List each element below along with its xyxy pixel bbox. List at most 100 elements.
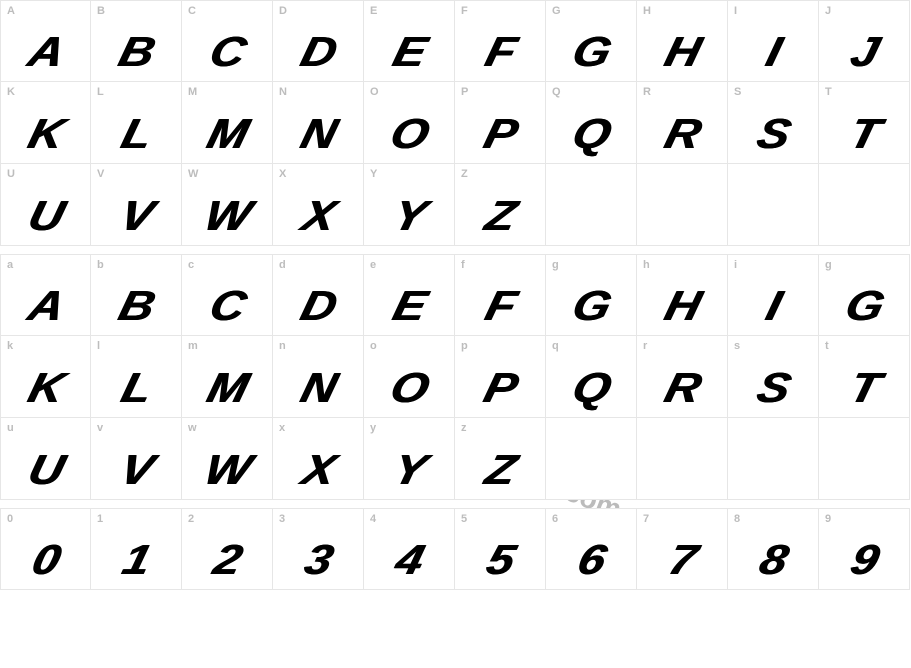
glyph-cell: aA bbox=[0, 254, 91, 336]
glyph-cell: kK bbox=[0, 336, 91, 418]
glyph-row-group: AABBCCDDEEFFGGHHIIJJKKLLMMNNOOPPQQRRSSTT… bbox=[0, 0, 911, 246]
glyph-cell: II bbox=[728, 0, 819, 82]
cell-glyph: V bbox=[91, 449, 182, 491]
cell-glyph: D bbox=[273, 285, 364, 327]
cell-glyph: J bbox=[819, 31, 910, 73]
cell-key-label: x bbox=[279, 422, 285, 434]
glyph-cell: sS bbox=[728, 336, 819, 418]
cell-key-label: Q bbox=[552, 86, 561, 98]
glyph-cell: DD bbox=[273, 0, 364, 82]
glyph-cell: VV bbox=[91, 164, 182, 246]
glyph-cell: 77 bbox=[637, 508, 728, 590]
cell-key-label: B bbox=[97, 5, 105, 17]
glyph-cell: UU bbox=[0, 164, 91, 246]
glyph-cell: 33 bbox=[273, 508, 364, 590]
cell-key-label: f bbox=[461, 259, 465, 271]
glyph-cell: 00 bbox=[0, 508, 91, 590]
cell-key-label: w bbox=[188, 422, 197, 434]
glyph-row: kKlLmMnNoOpPqQrRsStT bbox=[0, 336, 910, 418]
glyph-cell: yY bbox=[364, 418, 455, 500]
cell-glyph: C bbox=[182, 285, 273, 327]
cell-key-label: K bbox=[7, 86, 15, 98]
cell-key-label: 7 bbox=[643, 513, 649, 525]
cell-key-label: p bbox=[461, 340, 468, 352]
cell-key-label: 6 bbox=[552, 513, 558, 525]
cell-key-label: h bbox=[643, 259, 650, 271]
glyph-cell: OO bbox=[364, 82, 455, 164]
cell-glyph: Z bbox=[455, 195, 546, 237]
cell-glyph: K bbox=[0, 367, 91, 409]
font-character-map: from www.novelfonts.com from www.novelfo… bbox=[0, 0, 911, 590]
glyph-cell-empty bbox=[546, 418, 637, 500]
cell-key-label: 4 bbox=[370, 513, 376, 525]
cell-glyph: G bbox=[546, 285, 637, 327]
cell-glyph: X bbox=[273, 449, 364, 491]
glyph-cell: nN bbox=[273, 336, 364, 418]
glyph-row: AABBCCDDEEFFGGHHIIJJ bbox=[0, 0, 910, 82]
cell-key-label: t bbox=[825, 340, 829, 352]
cell-glyph: Q bbox=[546, 367, 637, 409]
glyph-row: uUvVwWxXyYzZ bbox=[0, 418, 910, 500]
glyph-cell: dD bbox=[273, 254, 364, 336]
cell-key-label: m bbox=[188, 340, 198, 352]
cell-glyph: 7 bbox=[637, 539, 728, 581]
glyph-cell: mM bbox=[182, 336, 273, 418]
cell-key-label: l bbox=[97, 340, 100, 352]
cell-glyph: G bbox=[819, 285, 910, 327]
cell-key-label: v bbox=[97, 422, 103, 434]
cell-key-label: J bbox=[825, 5, 831, 17]
cell-glyph: L bbox=[91, 113, 182, 155]
cell-key-label: A bbox=[7, 5, 15, 17]
cell-key-label: 9 bbox=[825, 513, 831, 525]
glyph-cell-empty bbox=[728, 418, 819, 500]
cell-glyph: P bbox=[455, 367, 546, 409]
glyph-cell: AA bbox=[0, 0, 91, 82]
glyph-cell: lL bbox=[91, 336, 182, 418]
cell-key-label: I bbox=[734, 5, 737, 17]
cell-glyph: M bbox=[182, 113, 273, 155]
cell-glyph: C bbox=[182, 31, 273, 73]
glyph-cell: fF bbox=[455, 254, 546, 336]
cell-glyph: P bbox=[455, 113, 546, 155]
cell-key-label: 1 bbox=[97, 513, 103, 525]
cell-glyph: B bbox=[91, 31, 182, 73]
cell-glyph: R bbox=[637, 367, 728, 409]
glyph-cell: rR bbox=[637, 336, 728, 418]
cell-key-label: i bbox=[734, 259, 737, 271]
glyph-cell: MM bbox=[182, 82, 273, 164]
glyph-cell: NN bbox=[273, 82, 364, 164]
glyph-cell: SS bbox=[728, 82, 819, 164]
cell-key-label: 8 bbox=[734, 513, 740, 525]
glyph-cell: vV bbox=[91, 418, 182, 500]
glyph-cell: KK bbox=[0, 82, 91, 164]
cell-glyph: T bbox=[819, 113, 910, 155]
cell-key-label: e bbox=[370, 259, 376, 271]
cell-glyph: U bbox=[0, 195, 91, 237]
cell-glyph: I bbox=[728, 285, 819, 327]
cell-glyph: Q bbox=[546, 113, 637, 155]
glyph-cell: 44 bbox=[364, 508, 455, 590]
cell-key-label: 2 bbox=[188, 513, 194, 525]
cell-key-label: 5 bbox=[461, 513, 467, 525]
glyph-cell-empty bbox=[819, 164, 910, 246]
cell-key-label: y bbox=[370, 422, 376, 434]
glyph-cell: HH bbox=[637, 0, 728, 82]
glyph-cell: CC bbox=[182, 0, 273, 82]
glyph-cell: 99 bbox=[819, 508, 910, 590]
cell-key-label: b bbox=[97, 259, 104, 271]
cell-glyph: M bbox=[182, 367, 273, 409]
cell-key-label: P bbox=[461, 86, 469, 98]
glyph-cell: 22 bbox=[182, 508, 273, 590]
glyph-cell: bB bbox=[91, 254, 182, 336]
cell-key-label: R bbox=[643, 86, 651, 98]
cell-key-label: S bbox=[734, 86, 742, 98]
glyph-cell: eE bbox=[364, 254, 455, 336]
cell-key-label: F bbox=[461, 5, 468, 17]
cell-glyph: W bbox=[182, 195, 273, 237]
cell-key-label: c bbox=[188, 259, 194, 271]
group-spacer bbox=[0, 246, 911, 254]
cell-glyph: K bbox=[0, 113, 91, 155]
cell-key-label: L bbox=[97, 86, 104, 98]
glyph-cell: YY bbox=[364, 164, 455, 246]
cell-glyph: 5 bbox=[455, 539, 546, 581]
